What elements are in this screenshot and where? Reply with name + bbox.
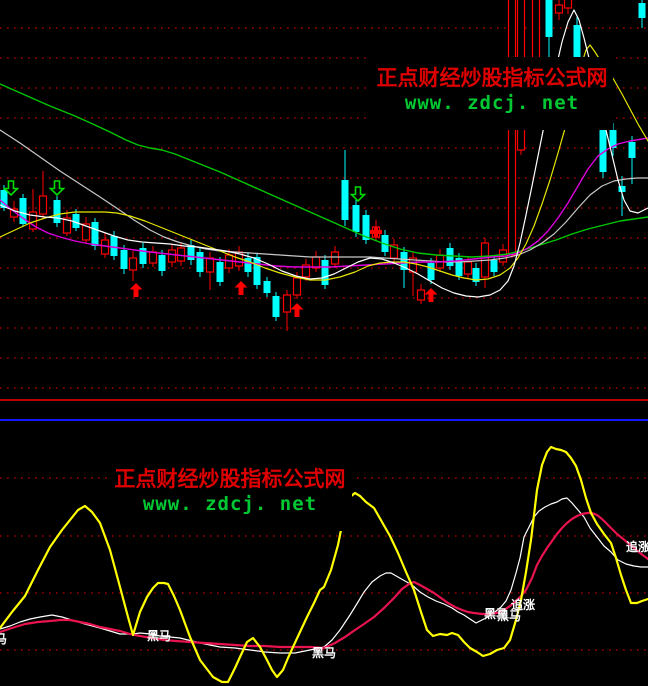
candle-up — [531, 0, 541, 71]
ma-white-fast — [0, 9, 648, 298]
candle-down — [321, 260, 329, 285]
candle-down — [638, 3, 646, 18]
candle-down — [120, 250, 128, 269]
ma-yellow — [0, 44, 648, 281]
indicator-label: 黑马 — [312, 646, 336, 660]
indicator-label: 黑马 — [484, 607, 508, 621]
candle-up — [292, 277, 302, 296]
sell-arrow-down-icon — [2, 180, 20, 197]
indicator-label: 黑马 — [497, 609, 521, 623]
candle-down — [19, 198, 27, 224]
indicator-label: 追涨 — [626, 539, 648, 554]
candle-down — [446, 248, 454, 266]
candle-down — [400, 252, 408, 270]
candle-down — [599, 125, 607, 172]
candle-up — [563, 0, 573, 9]
candle-down — [490, 260, 498, 272]
buy-arrow-up-icon — [424, 288, 438, 302]
candle-up — [38, 195, 48, 215]
candle-up — [507, 0, 517, 256]
indicator-yellow-fast — [0, 445, 648, 684]
candle-down — [253, 257, 261, 285]
candle-down — [628, 142, 636, 158]
candle-up — [167, 249, 177, 263]
candle-up — [9, 208, 19, 218]
candle-down — [139, 248, 147, 264]
candle-down — [545, 0, 553, 37]
candle-up — [463, 261, 473, 275]
buy-arrow-up-icon — [234, 281, 248, 295]
candle-down — [362, 215, 370, 240]
candle-up — [282, 294, 292, 313]
candle-down — [263, 281, 271, 293]
indicator-white-signal — [0, 497, 648, 654]
candle-down — [216, 262, 224, 282]
candle-down — [609, 130, 617, 148]
ma-magenta — [0, 137, 648, 268]
candle-down — [618, 186, 626, 192]
candle-up — [62, 217, 72, 234]
candle-down — [272, 296, 280, 317]
candle-down — [352, 205, 360, 232]
candle-up — [516, 0, 526, 151]
buy-arrow-up-icon — [129, 283, 143, 297]
candle-up — [205, 257, 215, 273]
candle-down — [427, 263, 435, 280]
candle-up — [554, 4, 564, 14]
candle-down — [158, 255, 166, 271]
indicator-label: 追涨 — [511, 597, 535, 612]
candle-up — [330, 251, 340, 265]
candle-up — [81, 223, 91, 241]
sell-arrow-down-icon — [48, 180, 66, 197]
candle-down — [472, 268, 480, 282]
candle-down — [53, 200, 61, 223]
candle-down — [0, 190, 8, 208]
ma-gray — [0, 129, 648, 263]
indicator-label: 黑马 — [0, 632, 7, 646]
candle-down — [110, 236, 118, 256]
candle-down — [187, 245, 195, 260]
candle-down — [341, 180, 349, 220]
ma-green-slow — [0, 83, 648, 258]
sell-arrow-down-icon — [349, 186, 367, 203]
candle-down — [72, 214, 80, 228]
candle-up — [148, 251, 158, 264]
candle-down — [455, 258, 463, 276]
buy-arrow-up-icon — [290, 303, 304, 317]
indicator-pink-signal — [0, 511, 648, 650]
candle-up — [301, 264, 311, 278]
candle-down — [196, 252, 204, 272]
candle-down — [585, 64, 593, 120]
cross-marker-icon — [370, 226, 382, 238]
indicator-label: 黑马 — [147, 629, 171, 643]
candle-down — [573, 25, 581, 63]
candle-up — [128, 257, 138, 271]
candle-down — [244, 258, 252, 272]
candle-down — [91, 222, 99, 246]
candle-up — [416, 289, 426, 301]
